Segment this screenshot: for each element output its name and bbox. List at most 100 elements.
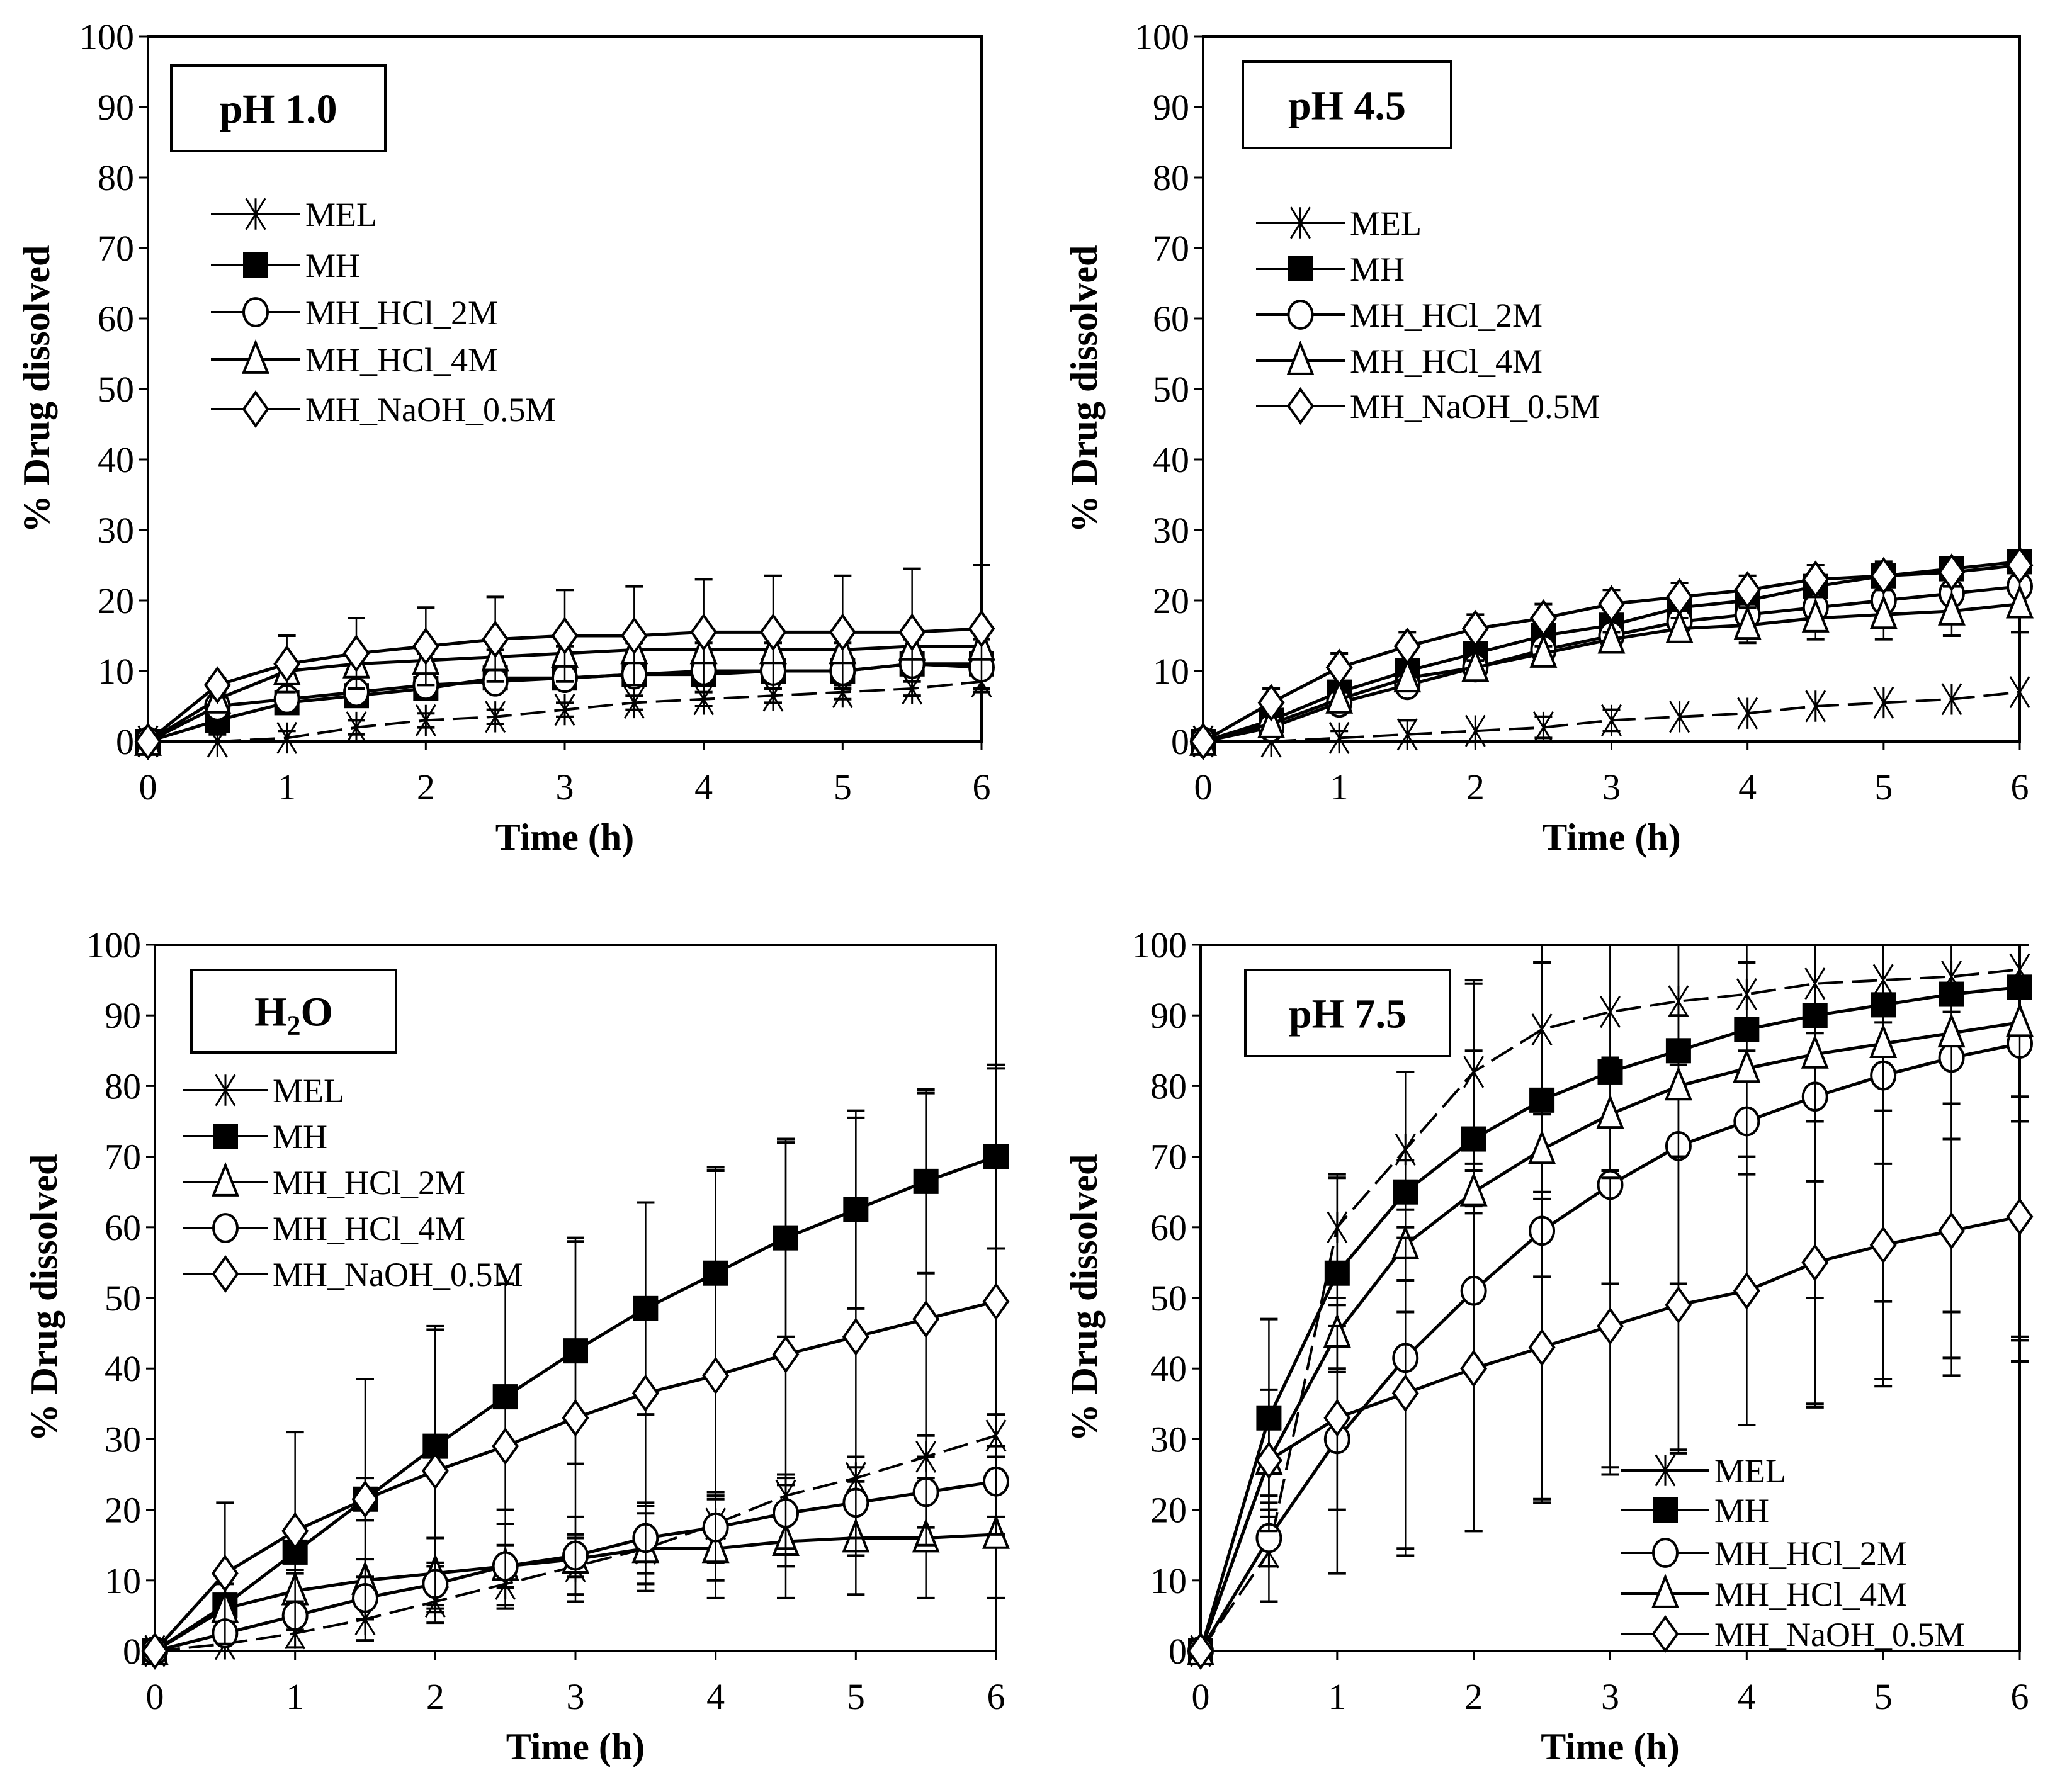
data-point — [276, 721, 298, 754]
x-tick-label: 2 — [426, 1676, 444, 1717]
x-tick-label: 4 — [694, 767, 713, 808]
legend-label: MH — [1350, 251, 1405, 288]
data-point — [554, 694, 575, 726]
data-point — [898, 613, 926, 651]
panel-title-box — [190, 969, 397, 1054]
data-point — [141, 1631, 169, 1671]
legend: MEL MH MH_HCl_2M MH_HCl_4M MH_NaOH_0.5M — [1256, 205, 1600, 425]
x-axis-label: Time (h) — [506, 1726, 645, 1767]
data-point — [968, 609, 995, 648]
y-tick-label: 40 — [1150, 1348, 1187, 1389]
legend-marker — [215, 1074, 236, 1107]
data-point — [562, 1399, 589, 1437]
legend-marker — [1651, 1574, 1679, 1608]
data-point — [1938, 1212, 1966, 1250]
data-point — [342, 634, 370, 673]
data-point — [1461, 609, 1489, 648]
legend-label: MH_HCl_2M — [1714, 1535, 1907, 1572]
legend-label: MEL — [305, 196, 377, 234]
data-point — [842, 1317, 869, 1356]
y-tick-label: 50 — [105, 1278, 141, 1319]
data-point — [1805, 690, 1826, 723]
x-tick-label: 1 — [278, 767, 296, 808]
x-tick-label: 5 — [847, 1676, 865, 1717]
y-tick-label: 70 — [1153, 228, 1189, 269]
y-tick-label: 80 — [98, 157, 134, 198]
y-tick-label: 60 — [105, 1207, 141, 1248]
data-point — [1532, 711, 1554, 744]
y-tick-label: 60 — [98, 298, 134, 339]
data-point — [1870, 556, 1898, 595]
data-point — [1257, 704, 1286, 738]
y-tick-label: 30 — [105, 1419, 141, 1460]
legend-marker — [242, 339, 269, 374]
data-point — [702, 1356, 730, 1395]
chart-panel: 0 10 20 30 40 50 60 70 80 90 100 0 1 2 3 4 5 6 Time (h) % D… — [23, 925, 1010, 1767]
y-tick-label: 90 — [98, 87, 134, 128]
legend-marker — [212, 1162, 239, 1197]
data-point — [1255, 1441, 1282, 1480]
data-point — [2006, 546, 2034, 585]
y-tick-label: 20 — [1153, 580, 1189, 621]
legend-label: MH — [1714, 1492, 1769, 1530]
y-tick-label: 30 — [1153, 510, 1189, 551]
data-point — [620, 616, 648, 655]
y-tick-label: 10 — [1153, 651, 1189, 692]
data-point — [415, 704, 436, 736]
legend: MEL MH MH_HCl_2M MH_HCl_4M MH_NaOH_0.5M — [183, 1072, 523, 1293]
data-point — [134, 722, 162, 761]
data-point — [2009, 676, 2030, 709]
x-tick-label: 6 — [973, 767, 991, 808]
legend-marker — [1286, 341, 1315, 375]
data-point — [1323, 1399, 1351, 1437]
legend-marker — [212, 1213, 239, 1243]
y-tick-label: 0 — [123, 1631, 141, 1672]
data-point — [1734, 571, 1762, 609]
data-point — [1801, 1034, 1829, 1069]
y-tick-label: 100 — [86, 925, 141, 966]
data-point — [1529, 633, 1558, 668]
legend-marker — [1288, 256, 1313, 281]
y-tick-label: 30 — [1150, 1419, 1187, 1460]
data-point — [1869, 1226, 1897, 1264]
data-point — [1802, 560, 1830, 599]
data-point — [2006, 583, 2034, 619]
x-tick-label: 2 — [1466, 767, 1485, 808]
legend-marker — [1652, 1538, 1679, 1568]
legend-marker — [243, 252, 268, 278]
data-point — [281, 1512, 309, 1550]
y-tick-label: 50 — [1150, 1278, 1187, 1319]
data-point — [829, 613, 856, 651]
legend-label: MH_HCl_4M — [273, 1210, 465, 1248]
y-tick-label: 90 — [1150, 995, 1187, 1036]
x-tick-label: 4 — [1738, 1676, 1756, 1717]
y-tick-label: 50 — [98, 369, 134, 410]
panel-title: H2O — [254, 989, 333, 1041]
chart-panel: 0 10 20 30 40 50 60 70 80 90 100 0 1 2 3 4 5 6 Time (h) % D… — [1063, 925, 2034, 1767]
legend-label: MH_HCl_4M — [1714, 1575, 1907, 1613]
y-tick-label: 40 — [1153, 439, 1189, 480]
data-point — [690, 613, 718, 651]
legend-marker — [1655, 1454, 1676, 1487]
x-tick-label: 3 — [1602, 767, 1621, 808]
legend-marker — [1653, 1497, 1678, 1523]
legend-marker — [242, 297, 269, 327]
data-point — [1528, 1129, 1556, 1164]
x-tick-label: 4 — [706, 1676, 725, 1717]
y-tick-label: 90 — [105, 995, 141, 1036]
x-tick-label: 6 — [2011, 1676, 2029, 1717]
panel-title-box — [170, 64, 387, 152]
chart-panel: 0 10 20 30 40 50 60 70 80 90 100 0 1 2 3 4 5 6 Time (h) % D… — [1063, 16, 2034, 858]
data-point — [551, 616, 579, 655]
data-point — [485, 701, 506, 733]
data-point — [1598, 585, 1625, 623]
y-tick-label: 0 — [116, 721, 134, 762]
legend-label: MH_NaOH_0.5M — [1350, 388, 1600, 425]
legend-label: MH — [273, 1118, 327, 1156]
data-point — [1937, 1013, 1966, 1048]
data-point — [982, 1282, 1010, 1321]
legend-marker — [212, 1254, 239, 1293]
y-tick-label: 10 — [1150, 1560, 1187, 1601]
data-point — [1733, 605, 1762, 640]
data-point — [1325, 679, 1354, 714]
